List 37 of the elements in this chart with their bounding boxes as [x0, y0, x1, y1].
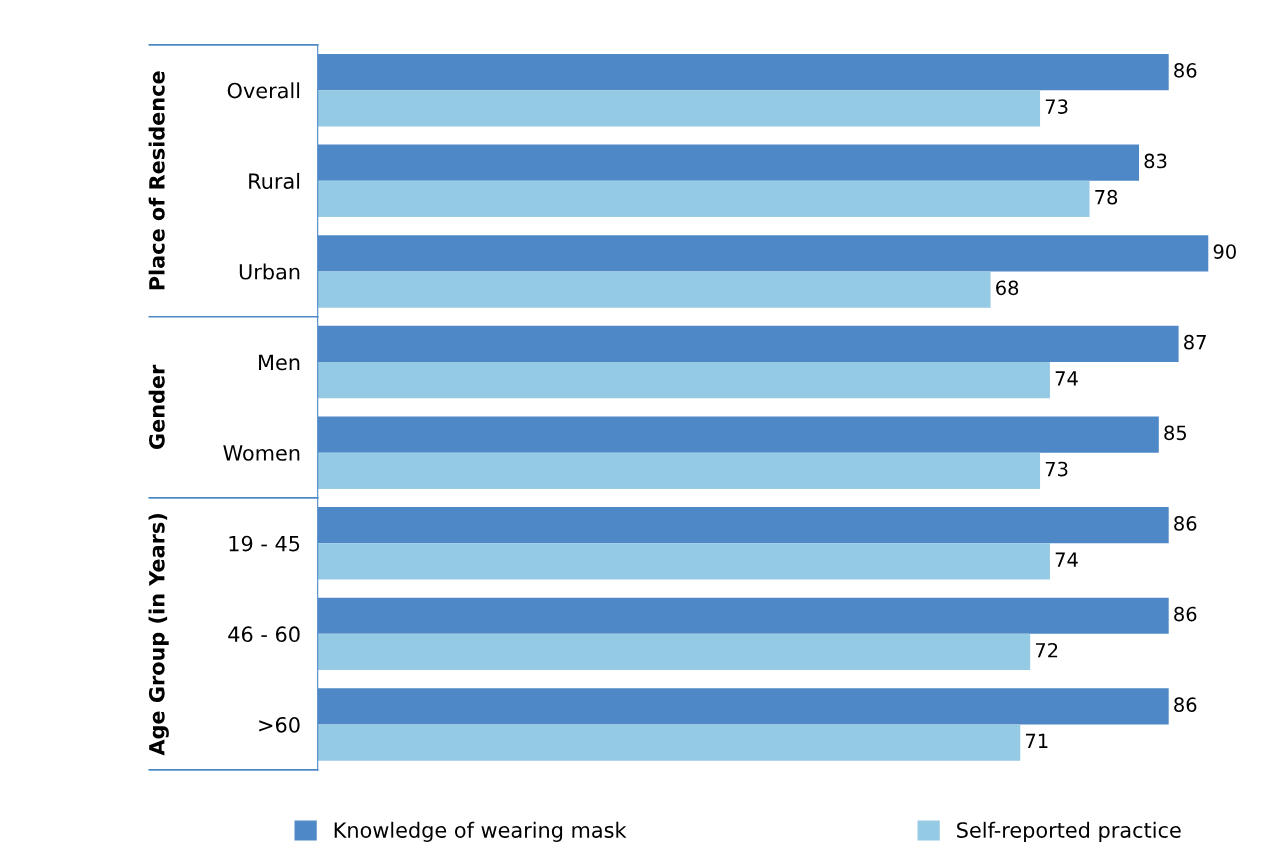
y-tick-label: Urban — [239, 263, 300, 280]
bar — [317, 90, 1041, 127]
bar — [317, 543, 1050, 580]
data-label: 86 — [1174, 606, 1197, 622]
data-label: 87 — [1184, 334, 1206, 350]
bar — [317, 633, 1031, 671]
data-label: 72 — [1035, 642, 1058, 658]
data-label: 86 — [1174, 516, 1197, 531]
text: Gender — [148, 364, 165, 449]
legend-label: Self-reported practice — [957, 821, 1181, 842]
text: Place of Residence — [148, 71, 165, 290]
y-tick-label: >60 — [259, 716, 300, 733]
y-tick-label: Men — [259, 354, 300, 371]
legend-label: Knowledge of wearing mask — [334, 821, 627, 842]
data-label: 86 — [1174, 697, 1197, 713]
y-tick-label: 46 - 60 — [228, 626, 300, 643]
data-label: 73 — [1045, 99, 1068, 114]
data-label: 74 — [1055, 552, 1078, 567]
y-tick-label: 19 - 45 — [229, 535, 300, 552]
data-label: 74 — [1055, 371, 1078, 386]
data-label: 86 — [1174, 62, 1197, 78]
bar — [317, 180, 1090, 218]
data-label: 85 — [1164, 425, 1187, 441]
y-tick-label: Women — [223, 445, 300, 461]
data-label: 90 — [1213, 244, 1236, 259]
y-tick-label: Rural — [249, 172, 300, 190]
data-label: 78 — [1095, 189, 1118, 205]
data-label: 73 — [1045, 461, 1068, 477]
bar — [317, 452, 1041, 489]
bar — [317, 362, 1050, 399]
bar — [317, 271, 991, 308]
text: Age Group (in Years) — [148, 513, 169, 756]
data-label: 71 — [1026, 733, 1048, 748]
data-label: 83 — [1144, 153, 1167, 169]
bar — [317, 724, 1021, 761]
y-tick-label: Overall — [227, 82, 300, 99]
data-label: 68 — [996, 280, 1019, 296]
